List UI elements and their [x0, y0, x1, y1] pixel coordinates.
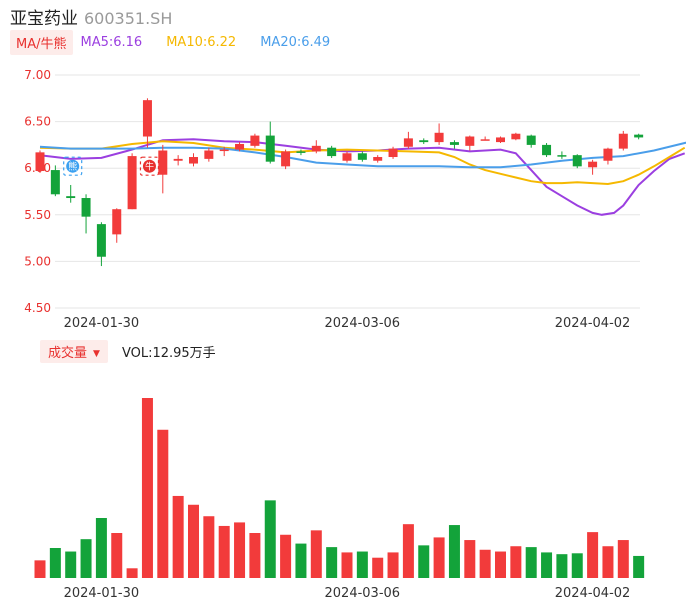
volume-bar: [173, 496, 184, 578]
volume-bar: [464, 540, 475, 578]
volume-bar: [111, 533, 122, 578]
date-tick-label: 2024-01-30: [64, 316, 140, 331]
candle-body: [235, 144, 244, 150]
volume-bar: [249, 533, 260, 578]
volume-bar: [188, 505, 199, 578]
candle-body: [404, 138, 413, 146]
volume-date-tick-label: 2024-03-06: [325, 586, 401, 601]
candle-body: [174, 159, 183, 161]
volume-bar: [50, 548, 61, 578]
marker-label: 熊: [68, 161, 77, 173]
candle-body: [542, 145, 551, 155]
volume-bar: [326, 547, 337, 578]
volume-bar: [35, 560, 46, 578]
volume-bar: [526, 547, 537, 578]
volume-bar: [295, 544, 306, 578]
volume-bar: [403, 524, 414, 578]
volume-bar: [572, 553, 583, 578]
candle-body: [143, 100, 152, 136]
volume-bar: [449, 525, 460, 578]
candle-body: [419, 140, 428, 142]
volume-bar: [81, 539, 92, 578]
volume-bar: [388, 552, 399, 578]
candle-body: [527, 136, 536, 145]
volume-bar: [342, 552, 353, 578]
volume-bar: [602, 546, 613, 578]
volume-bar: [127, 568, 138, 578]
candle-body: [343, 153, 352, 160]
candle-body: [465, 137, 474, 146]
price-tick-label: 5.00: [24, 254, 51, 268]
candle-body: [112, 209, 121, 234]
volume-bar: [142, 398, 153, 578]
candle-body: [220, 150, 229, 152]
date-tick-label: 2024-04-02: [555, 316, 631, 331]
candle-body: [296, 151, 305, 153]
candle-body: [358, 153, 367, 160]
volume-bar: [618, 540, 629, 578]
volume-bar: [219, 526, 230, 578]
volume-bar: [556, 554, 567, 578]
volume-bar: [157, 430, 168, 578]
candle-body: [603, 149, 612, 161]
volume-bar: [587, 532, 598, 578]
candle-body: [158, 150, 167, 174]
candle-body: [281, 151, 290, 166]
volume-date-tick-label: 2024-04-02: [555, 586, 631, 601]
candle-body: [634, 135, 643, 138]
candle-body: [97, 224, 106, 257]
volume-bar: [495, 552, 506, 578]
candle-body: [450, 142, 459, 145]
candle-body: [189, 157, 198, 164]
candle-body: [250, 136, 259, 146]
volume-bar: [633, 556, 644, 578]
marker-label: 牛: [145, 161, 154, 173]
volume-bar: [357, 552, 368, 578]
candle-body: [373, 157, 382, 161]
candle-body: [619, 134, 628, 149]
volume-bar: [265, 500, 276, 578]
volume-bar: [280, 535, 291, 578]
candle-body: [204, 150, 213, 158]
candle-body: [66, 196, 75, 198]
volume-bar: [434, 537, 445, 578]
candle-body: [511, 134, 520, 140]
candle-body: [481, 139, 490, 141]
candle-body: [266, 136, 275, 162]
candle-body: [496, 137, 505, 142]
price-tick-label: 5.50: [24, 208, 51, 222]
volume-bar: [510, 546, 521, 578]
candle-body: [51, 170, 60, 194]
candle-body: [573, 155, 582, 166]
price-tick-label: 6.50: [24, 115, 51, 129]
volume-bar: [96, 518, 107, 578]
volume-date-tick-label: 2024-01-30: [64, 586, 140, 601]
price-tick-label: 7.00: [24, 68, 51, 82]
price-tick-label: 4.50: [24, 301, 51, 315]
candle-body: [557, 155, 566, 157]
volume-bar: [203, 516, 214, 578]
volume-bar: [234, 522, 245, 578]
volume-bar: [372, 558, 383, 578]
candle-body: [312, 146, 321, 152]
candle-body: [389, 149, 398, 157]
volume-bar: [541, 552, 552, 578]
candle-body: [128, 156, 137, 209]
volume-bar: [311, 530, 322, 578]
candle-body: [588, 162, 597, 168]
volume-bar: [65, 552, 76, 578]
candle-body: [327, 148, 336, 156]
date-tick-label: 2024-03-06: [325, 316, 401, 331]
candle-body: [82, 198, 91, 217]
candle-body: [36, 152, 45, 171]
volume-bar: [480, 550, 491, 578]
volume-bar: [418, 545, 429, 578]
ma20-line: [40, 123, 686, 168]
candle-body: [435, 133, 444, 142]
